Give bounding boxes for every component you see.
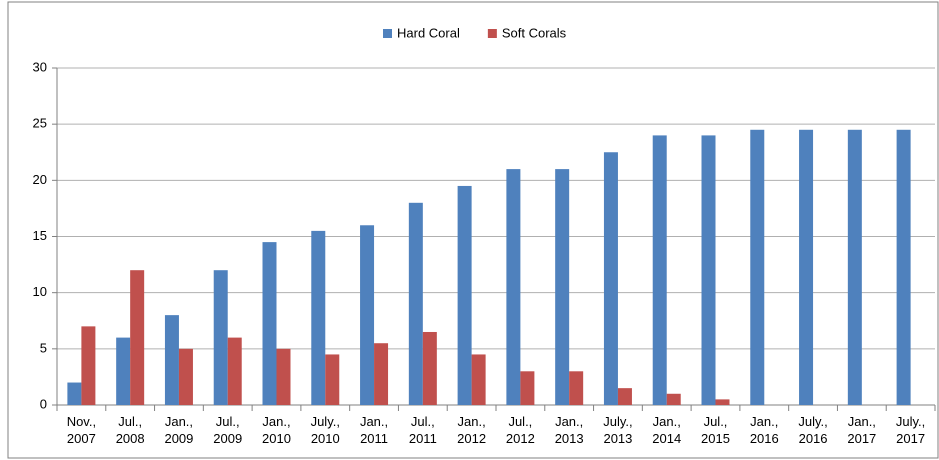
bar (603, 152, 618, 405)
x-tick-label: Jan., 2013 (555, 414, 584, 446)
y-tick-label: 30 (33, 59, 47, 74)
legend-label: Soft Corals (502, 25, 567, 40)
bar (715, 399, 730, 405)
bar (506, 169, 521, 405)
x-tick-label: Jan., 2010 (262, 414, 291, 446)
bar (422, 331, 437, 405)
bar (617, 388, 632, 405)
x-tick-label: July., 2016 (798, 414, 827, 446)
x-tick-label: Jan., 2011 (360, 414, 388, 446)
bar (847, 129, 862, 406)
bar (471, 354, 486, 405)
bar (555, 169, 570, 405)
bar (666, 393, 681, 405)
x-tick-label: Jul., 2009 (213, 414, 242, 446)
bar (652, 135, 667, 405)
bar (67, 382, 82, 405)
legend-swatch (383, 29, 392, 38)
bar (178, 348, 193, 405)
bar (701, 135, 716, 405)
bar (116, 337, 131, 405)
y-tick-label: 5 (40, 340, 47, 355)
bar (311, 230, 326, 405)
x-tick-label: Jul., 2008 (116, 414, 145, 446)
bar (262, 242, 277, 405)
x-tick-label: Jul., 2012 (506, 414, 535, 446)
bar (896, 129, 911, 406)
bar (408, 202, 423, 405)
x-tick-label: Jan., 2014 (652, 414, 681, 446)
y-tick-label: 25 (33, 116, 47, 131)
y-tick-label: 20 (33, 172, 47, 187)
x-tick-label: Jul., 2015 (701, 414, 730, 446)
y-tick-label: 10 (33, 284, 47, 299)
bar (374, 343, 389, 405)
bar (569, 371, 584, 405)
bar (81, 326, 96, 405)
x-tick-label: Jan., 2017 (847, 414, 876, 446)
x-tick-label: July., 2017 (896, 414, 925, 446)
bar (213, 270, 228, 405)
y-tick-label: 0 (40, 396, 47, 411)
x-tick-label: Jan., 2012 (457, 414, 486, 446)
bar (130, 270, 145, 405)
bar (227, 337, 242, 405)
legend-label: Hard Coral (397, 25, 460, 40)
x-tick-label: July., 2010 (311, 414, 340, 446)
bar (799, 129, 814, 406)
bar (276, 348, 291, 405)
x-tick-label: Jan., 2009 (164, 414, 193, 446)
chart-border (7, 1, 939, 459)
y-tick-label: 15 (33, 228, 47, 243)
legend-swatch (487, 29, 497, 38)
bar (360, 225, 375, 405)
bar (750, 129, 765, 406)
bar (520, 371, 535, 405)
bar (457, 185, 472, 405)
x-tick-label: Nov., 2007 (67, 414, 96, 446)
x-tick-label: July., 2013 (603, 414, 632, 446)
x-tick-label: Jul., 2011 (409, 414, 437, 446)
bar (164, 315, 179, 405)
bar (325, 354, 340, 405)
x-tick-label: Jan., 2016 (750, 414, 779, 446)
